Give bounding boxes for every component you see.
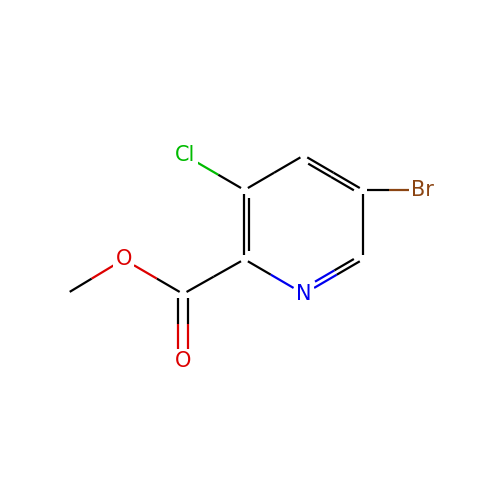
Text: N: N	[296, 284, 311, 304]
Text: Cl: Cl	[175, 146, 195, 165]
Text: Br: Br	[411, 180, 434, 200]
Text: O: O	[115, 249, 132, 269]
Text: O: O	[175, 351, 191, 371]
